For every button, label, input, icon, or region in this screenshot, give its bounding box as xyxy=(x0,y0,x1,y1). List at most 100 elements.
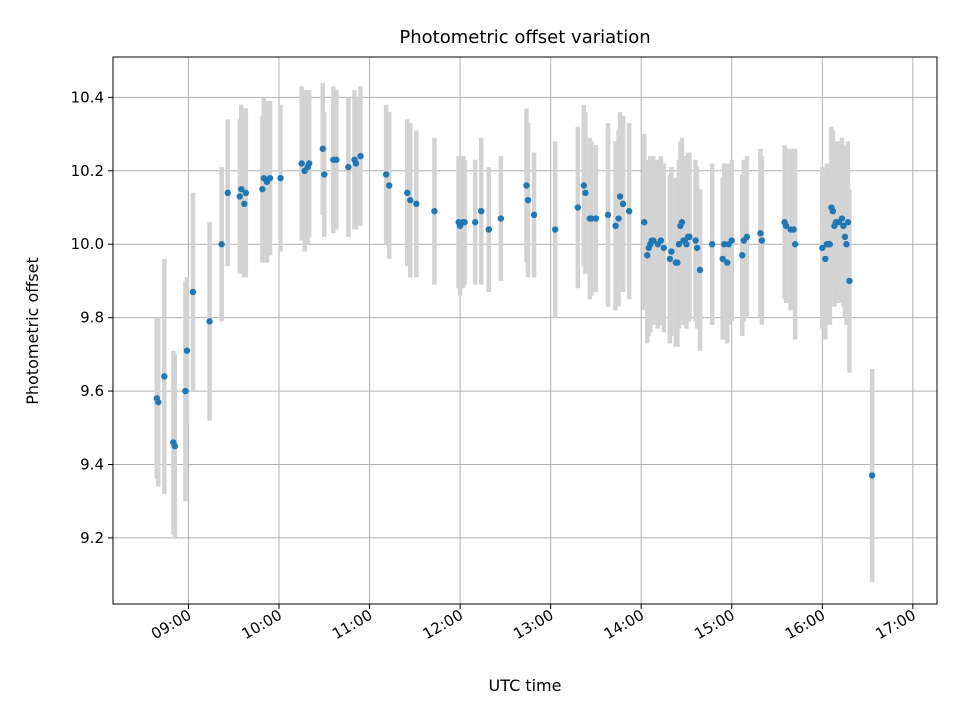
data-point xyxy=(266,174,274,182)
data-point xyxy=(478,207,485,215)
data-point xyxy=(485,226,492,233)
data-point xyxy=(352,160,360,167)
data-point xyxy=(844,219,852,226)
y-tick-label: 10.0 xyxy=(71,235,104,253)
data-point xyxy=(724,259,731,266)
data-point xyxy=(728,237,735,244)
y-axis-title: Photometric offset xyxy=(23,257,42,405)
data-point xyxy=(277,174,284,182)
data-point xyxy=(708,241,716,248)
data-point xyxy=(298,160,305,167)
data-point xyxy=(868,472,876,479)
data-point xyxy=(523,182,530,189)
data-point xyxy=(641,219,648,226)
data-point xyxy=(666,255,674,263)
data-point xyxy=(675,241,683,248)
data-point xyxy=(218,241,225,248)
data-point xyxy=(321,171,328,178)
y-tick-label: 9.8 xyxy=(80,309,104,327)
data-point xyxy=(696,266,704,274)
data-point xyxy=(259,185,266,193)
data-point xyxy=(530,211,538,219)
data-point xyxy=(382,171,390,178)
data-point xyxy=(644,252,651,259)
data-point xyxy=(385,182,393,189)
data-point xyxy=(588,215,595,222)
data-point xyxy=(224,189,231,197)
data-point xyxy=(161,373,168,380)
data-point xyxy=(782,222,790,230)
y-tick-label: 10.4 xyxy=(71,88,104,106)
data-point xyxy=(693,244,701,252)
data-point xyxy=(574,204,582,211)
data-point xyxy=(615,215,622,222)
data-point xyxy=(843,241,850,248)
data-point xyxy=(183,347,191,354)
data-point xyxy=(612,222,619,230)
data-point xyxy=(524,196,532,204)
data-point xyxy=(790,226,797,233)
data-point xyxy=(819,244,826,252)
data-point xyxy=(657,237,665,244)
x-axis-title: UTC time xyxy=(489,676,562,695)
data-point xyxy=(791,241,799,248)
data-point xyxy=(758,237,766,244)
data-point xyxy=(461,219,468,226)
data-point xyxy=(683,241,690,248)
data-point xyxy=(155,398,162,406)
data-point xyxy=(660,244,668,252)
data-point xyxy=(592,215,600,222)
data-point xyxy=(668,248,675,255)
data-point xyxy=(719,255,726,263)
data-point xyxy=(357,152,364,160)
data-point xyxy=(182,387,189,395)
plot-frame xyxy=(112,56,938,605)
data-point xyxy=(238,185,245,193)
data-point xyxy=(841,233,849,241)
data-point xyxy=(692,237,699,244)
data-point xyxy=(846,277,853,285)
data-point xyxy=(431,207,438,215)
data-point xyxy=(678,219,686,226)
data-point xyxy=(743,233,751,241)
data-point xyxy=(616,193,624,200)
data-point xyxy=(305,160,313,167)
data-point xyxy=(674,259,681,266)
data-point xyxy=(604,211,612,219)
data-point xyxy=(582,189,589,197)
data-point xyxy=(580,182,588,189)
y-tick-label: 9.4 xyxy=(80,455,104,473)
data-point xyxy=(838,215,846,222)
data-point xyxy=(242,189,250,197)
data-point xyxy=(619,200,627,208)
data-point xyxy=(471,219,479,226)
data-point xyxy=(319,145,326,152)
data-point xyxy=(189,288,197,296)
data-point xyxy=(650,237,657,244)
y-tick-label: 9.2 xyxy=(80,529,104,547)
data-point xyxy=(721,241,728,248)
data-point xyxy=(739,252,746,259)
y-tick-label: 9.6 xyxy=(80,382,104,400)
y-tick-label: 10.2 xyxy=(71,162,104,180)
data-point xyxy=(551,226,559,233)
data-point xyxy=(497,215,505,222)
data-point xyxy=(171,442,179,450)
data-point xyxy=(686,233,693,241)
data-point xyxy=(840,222,847,230)
data-point xyxy=(413,200,420,208)
data-point xyxy=(829,207,837,215)
data-points xyxy=(153,145,876,479)
data-point xyxy=(625,207,633,215)
data-point xyxy=(206,318,213,325)
data-point xyxy=(241,200,248,208)
chart-title: Photometric offset variation xyxy=(399,27,650,48)
data-point xyxy=(826,241,834,248)
data-point xyxy=(822,255,829,263)
data-point xyxy=(345,163,352,171)
data-point xyxy=(407,196,414,204)
data-point xyxy=(236,193,243,200)
data-point xyxy=(333,156,340,163)
data-point xyxy=(404,189,411,197)
